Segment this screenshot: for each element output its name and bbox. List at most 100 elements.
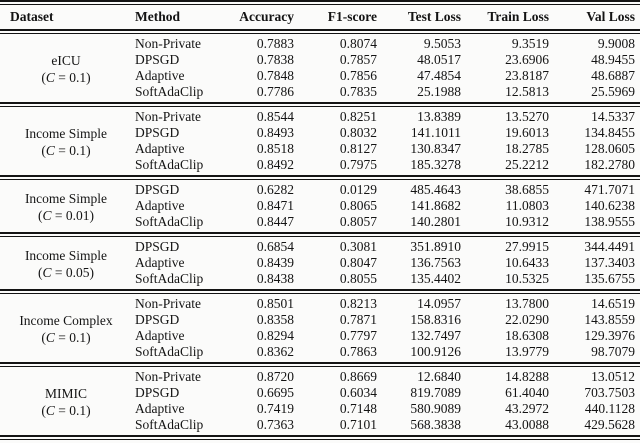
f1-score-cell: 0.8032	[339, 125, 377, 140]
f1-score-cell: 0.7871	[339, 312, 377, 327]
dataset-clip-symbol: C	[42, 265, 52, 280]
f1-score-cell: 0.7856	[339, 68, 377, 83]
f1-score-cell: 0.7857	[339, 52, 377, 67]
test-loss-cell: 158.8316	[410, 312, 461, 327]
train-loss-cell: 12.5813	[505, 84, 549, 99]
table-row: Adaptive 0.8439 0.8047 136.7563 10.6433 137.3…	[0, 255, 640, 271]
train-loss-cell: 9.3519	[511, 36, 549, 51]
accuracy-cell: 0.8544	[256, 109, 294, 124]
bottom-rule-row	[0, 435, 640, 440]
table-row: SoftAdaClip 0.7786 0.7835 25.1988 12.5813 25.…	[0, 84, 640, 102]
method-cell: DPSGD	[135, 125, 180, 140]
header-row: Dataset Method Accuracy F1-score Test Lo…	[0, 5, 640, 29]
val-loss-cell: 135.6755	[584, 271, 635, 286]
group-separator-rule-row	[0, 289, 640, 294]
f1-score-cell: 0.8055	[339, 271, 377, 286]
val-loss-cell: 9.9008	[597, 36, 635, 51]
val-loss-cell: 129.3976	[584, 328, 635, 343]
f1-score-cell: 0.8047	[339, 255, 377, 270]
val-loss-cell: 703.7503	[584, 385, 635, 400]
dataset-clip-open: (	[41, 70, 46, 85]
f1-score-cell: 0.8065	[339, 198, 377, 213]
dataset-cell: Income Simple (C = 0.01)	[0, 180, 132, 232]
group-separator-rule	[0, 289, 640, 294]
accuracy-cell: 0.8447	[256, 214, 294, 229]
dataset-name: Income Simple	[24, 191, 108, 206]
table-row: DPSGD 0.8358 0.7871 158.8316 22.0290 143.8559	[0, 312, 640, 328]
accuracy-cell: 0.6282	[256, 182, 294, 197]
test-loss-cell: 100.9126	[410, 344, 461, 359]
test-loss-cell: 135.4402	[410, 271, 461, 286]
f1-score-cell: 0.0129	[339, 182, 377, 197]
train-loss-cell: 10.6433	[505, 255, 549, 270]
train-loss-cell: 13.5270	[505, 109, 549, 124]
val-loss-cell: 140.6238	[584, 198, 635, 213]
table-row: SoftAdaClip 0.8362 0.7863 100.9126 13.9779 98…	[0, 344, 640, 362]
train-loss-cell: 25.2212	[505, 157, 549, 172]
train-loss-cell: 13.7800	[505, 296, 549, 311]
accuracy-cell: 0.7838	[256, 52, 294, 67]
table-row: DPSGD 0.6695 0.6034 819.7089 61.4040 703.7503	[0, 385, 640, 401]
dataset-clip-symbol: C	[45, 403, 55, 418]
accuracy-cell: 0.8358	[256, 312, 294, 327]
f1-score-cell: 0.8127	[339, 141, 377, 156]
test-loss-cell: 9.5053	[423, 36, 461, 51]
dataset-name: Income Complex	[19, 313, 113, 328]
val-loss-cell: 13.0512	[591, 369, 635, 384]
table-row: DPSGD 0.8493 0.8032 141.1011 19.6013 134.8455	[0, 125, 640, 141]
dataset-clip-constraint: (C = 0.05)	[0, 264, 132, 281]
table-row: MIMIC (C = 0.1) Non-Private 0.8720 0.8669 12.…	[0, 367, 640, 418]
method-cell: Adaptive	[135, 401, 185, 416]
val-loss-cell: 14.6519	[591, 296, 635, 311]
method-cell: DPSGD	[135, 182, 180, 197]
top-rule-row	[0, 0, 640, 5]
method-cell: Adaptive	[135, 198, 185, 213]
dataset-clip-symbol: C	[45, 143, 55, 158]
table-row: SoftAdaClip 0.7363 0.7101 568.3838 43.0088 42…	[0, 417, 640, 435]
column-header-method: Method	[135, 9, 180, 24]
column-header-test-loss: Test Loss	[407, 9, 461, 24]
f1-score-cell: 0.8251	[339, 109, 377, 124]
dataset-clip-symbol: C	[45, 330, 55, 345]
table-row: SoftAdaClip 0.8438 0.8055 135.4402 10.5325 13…	[0, 271, 640, 289]
train-loss-cell: 10.9312	[505, 214, 549, 229]
method-cell: Non-Private	[135, 36, 201, 51]
table-row: Income Complex (C = 0.1) Non-Private 0.8501…	[0, 294, 640, 345]
train-loss-cell: 14.8288	[505, 369, 549, 384]
test-loss-cell: 136.7563	[410, 255, 461, 270]
dataset-clip-rest: = 0.05)	[51, 265, 94, 280]
f1-score-cell: 0.7975	[339, 157, 377, 172]
table-row: SoftAdaClip 0.8492 0.7975 185.3278 25.2212 18…	[0, 157, 640, 175]
method-cell: Non-Private	[135, 369, 201, 384]
dataset-clip-open: (	[41, 403, 46, 418]
dataset-clip-constraint: (C = 0.01)	[0, 207, 132, 224]
method-cell: Adaptive	[135, 68, 185, 83]
table-row: SoftAdaClip 0.8447 0.8057 140.2801 10.9312 13…	[0, 214, 640, 232]
test-loss-cell: 580.9089	[410, 401, 461, 416]
method-cell: SoftAdaClip	[135, 271, 204, 286]
accuracy-cell: 0.8493	[256, 125, 294, 140]
table-row: Income Simple (C = 0.01) DPSGD 0.6282 0.0129…	[0, 180, 640, 223]
val-loss-cell: 48.6887	[591, 68, 635, 83]
table-row: Adaptive 0.8518 0.8127 130.8347 18.2785 128.0…	[0, 141, 640, 157]
dataset-clip-symbol: C	[42, 208, 52, 223]
accuracy-cell: 0.6854	[256, 239, 294, 254]
dataset-cell: Income Simple (C = 0.1)	[0, 107, 132, 175]
dataset-clip-rest: = 0.01)	[51, 208, 94, 223]
accuracy-cell: 0.8492	[256, 157, 294, 172]
test-loss-cell: 132.7497	[410, 328, 461, 343]
accuracy-cell: 0.8438	[256, 271, 294, 286]
column-header-val-loss: Val Loss	[586, 9, 635, 24]
accuracy-cell: 0.8362	[256, 344, 294, 359]
dataset-clip-constraint: (C = 0.1)	[0, 329, 132, 346]
table-row: Income Simple (C = 0.05) DPSGD 0.6854 0.3081…	[0, 237, 640, 280]
column-header-dataset: Dataset	[10, 9, 54, 24]
table-row: DPSGD 0.7838 0.7857 48.0517 23.6906 48.9455	[0, 52, 640, 68]
group-separator-rule	[0, 362, 640, 367]
method-cell: Non-Private	[135, 109, 201, 124]
dataset-name: MIMIC	[44, 386, 87, 401]
bottom-rule	[0, 435, 640, 440]
accuracy-cell: 0.8501	[256, 296, 294, 311]
column-header-train-loss: Train Loss	[487, 9, 549, 24]
test-loss-cell: 819.7089	[410, 385, 461, 400]
